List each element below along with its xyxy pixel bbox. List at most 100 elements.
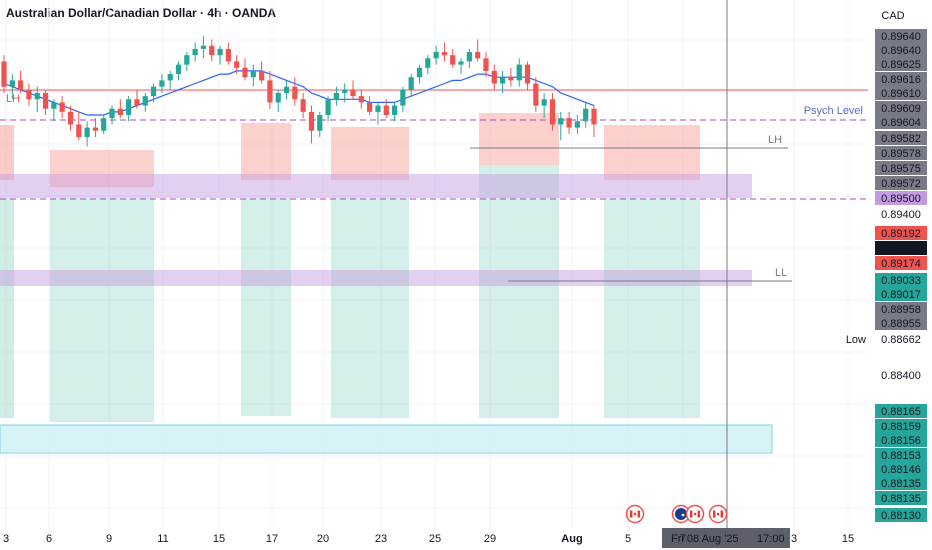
supply-zone	[331, 127, 409, 180]
bullish-candle	[167, 74, 173, 81]
price-label-box	[875, 462, 927, 476]
zones	[0, 113, 773, 454]
crosshair-date-label: Fri 08 Aug '25	[671, 533, 739, 545]
price-label-box	[875, 146, 927, 160]
bearish-candle	[483, 58, 489, 71]
time-tick: 11	[157, 533, 168, 545]
bullish-candle	[375, 105, 381, 112]
price-label: 0.89582	[881, 133, 921, 145]
price-label: 0.89572	[881, 178, 921, 190]
bearish-candle	[117, 108, 123, 116]
flag-leaf	[633, 512, 637, 516]
bullish-candle	[159, 80, 165, 87]
price-label-box	[875, 491, 927, 505]
resistance-zone	[0, 174, 752, 198]
price-label: 0.89640	[881, 31, 921, 43]
supply-zone	[604, 125, 700, 180]
bearish-candle	[26, 89, 32, 100]
bearish-candle	[259, 70, 265, 81]
bearish-candle	[524, 64, 531, 84]
price-label: 0.88130	[881, 510, 921, 522]
bearish-candle	[491, 70, 497, 84]
flag-star	[681, 513, 685, 517]
bullish-candle	[558, 118, 564, 125]
ll-label: LL	[775, 267, 787, 279]
demand-zone	[241, 198, 291, 416]
price-label: 0.89625	[881, 59, 921, 71]
price-label: 0.88159	[881, 421, 921, 433]
crosshair: Fri 08 Aug '25 17:00	[662, 0, 790, 548]
bullish-candle	[34, 92, 40, 100]
price-label: 0.88135	[881, 493, 921, 505]
price-label: 0.88662	[881, 334, 921, 346]
demand-zone	[50, 198, 154, 422]
price-label-box	[875, 448, 927, 462]
bearish-candle	[242, 67, 248, 78]
bullish-candle	[499, 77, 506, 84]
time-tick: 5	[625, 533, 631, 545]
bullish-candle	[333, 92, 339, 100]
price-label-box	[875, 256, 927, 270]
bullish-candle	[400, 89, 406, 106]
bearish-candle	[367, 102, 373, 112]
moving-average	[3, 70, 595, 116]
price-label-box	[875, 316, 927, 330]
bullish-candle	[9, 80, 15, 87]
bearish-candle	[383, 105, 389, 116]
price-label-box	[875, 419, 927, 433]
bearish-candle	[591, 108, 597, 125]
flag-band	[637, 510, 640, 518]
bearish-candle	[308, 111, 315, 131]
horizontal-lines	[0, 89, 868, 282]
price-label: 0.88165	[881, 406, 921, 418]
bullish-candle	[275, 92, 281, 103]
time-tick: 3	[791, 533, 797, 545]
price-label-box	[875, 57, 927, 71]
flag-band	[630, 510, 633, 518]
candles	[1, 36, 597, 147]
time-tick: Aug	[561, 533, 582, 545]
time-tick: 7	[680, 533, 686, 545]
bearish-candle	[59, 102, 65, 112]
price-label-box	[875, 115, 927, 129]
bullish-candle	[126, 99, 132, 116]
price-label-box	[875, 226, 927, 240]
bullish-candle	[317, 115, 323, 131]
price-label-box	[875, 72, 927, 86]
demand-zone	[479, 165, 559, 418]
price-label: 0.89604	[881, 117, 921, 129]
price-label: 0.89610	[881, 88, 921, 100]
time-tick: 6	[46, 533, 52, 545]
bearish-candle	[533, 83, 539, 106]
price-label: 0.89400	[881, 209, 921, 221]
bearish-candle	[1, 61, 7, 87]
price-label-box	[875, 273, 927, 287]
price-label-box	[875, 433, 927, 447]
bearish-candle	[292, 86, 298, 100]
price-label: 0.88135	[881, 478, 921, 490]
price-label: 0.88146	[881, 464, 921, 476]
canada-flag-icon	[708, 504, 728, 524]
bullish-candle	[217, 48, 223, 56]
price-label-box	[875, 508, 927, 522]
price-label: 0.88153	[881, 450, 921, 462]
price-label: 0.89575	[881, 163, 921, 175]
bearish-candle	[234, 61, 240, 68]
bearish-candle	[209, 45, 215, 56]
bearish-candle	[566, 118, 572, 128]
event-icons	[625, 504, 728, 524]
bullish-candle	[150, 86, 157, 97]
flag-band	[690, 510, 693, 518]
supply-zone	[241, 123, 291, 180]
price-label: 0.89017	[881, 289, 921, 301]
demand-zone	[0, 198, 14, 418]
price-label-box	[875, 287, 927, 301]
bullish-candle	[325, 99, 331, 116]
bullish-candle	[184, 55, 190, 65]
bearish-candle	[441, 52, 448, 56]
bullish-candle	[458, 61, 464, 65]
bearish-candle	[134, 99, 140, 106]
time-tick: 3	[3, 533, 9, 545]
lh-right-label: LH	[768, 134, 782, 146]
